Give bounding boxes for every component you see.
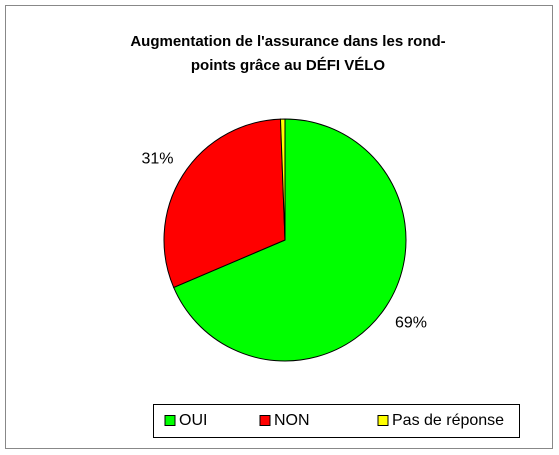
legend-label: Pas de réponse xyxy=(392,412,504,429)
legend-swatch xyxy=(377,415,389,426)
legend-swatch xyxy=(259,415,271,426)
legend-label: NON xyxy=(274,412,310,429)
pie-slice xyxy=(279,118,286,241)
legend-label: OUI xyxy=(179,412,207,429)
data-label: 31% xyxy=(141,150,173,167)
data-label: 69% xyxy=(395,314,427,331)
pie-slice xyxy=(173,118,407,362)
legend-box xyxy=(153,404,520,438)
chart-title: Augmentation de l'assurance dans les ron… xyxy=(130,33,445,74)
pie-slice xyxy=(163,118,286,289)
legend-swatch xyxy=(164,415,176,426)
